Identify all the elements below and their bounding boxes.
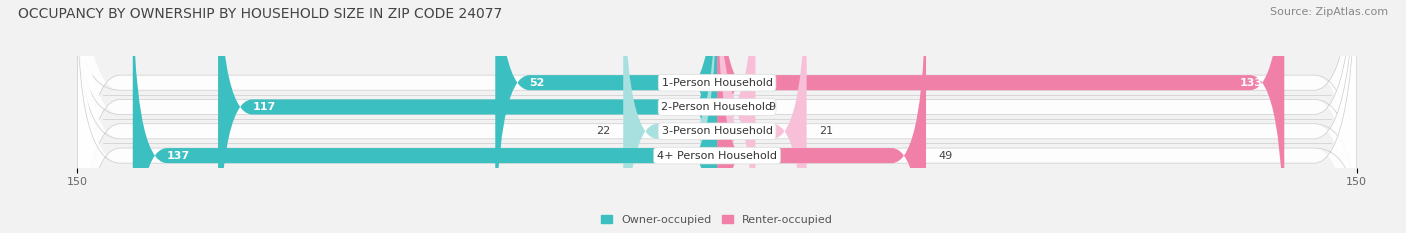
Text: 137: 137 — [167, 151, 190, 161]
Text: 22: 22 — [596, 126, 610, 136]
Legend: Owner-occupied, Renter-occupied: Owner-occupied, Renter-occupied — [596, 210, 838, 229]
FancyBboxPatch shape — [77, 0, 1357, 233]
Text: OCCUPANCY BY OWNERSHIP BY HOUSEHOLD SIZE IN ZIP CODE 24077: OCCUPANCY BY OWNERSHIP BY HOUSEHOLD SIZE… — [18, 7, 502, 21]
Text: 4+ Person Household: 4+ Person Household — [657, 151, 778, 161]
FancyBboxPatch shape — [495, 0, 717, 233]
FancyBboxPatch shape — [132, 0, 717, 233]
FancyBboxPatch shape — [77, 0, 1357, 233]
FancyBboxPatch shape — [77, 0, 1357, 233]
Text: 133: 133 — [1240, 78, 1263, 88]
Text: 9: 9 — [768, 102, 775, 112]
FancyBboxPatch shape — [717, 0, 807, 233]
Text: 1-Person Household: 1-Person Household — [662, 78, 772, 88]
Text: Source: ZipAtlas.com: Source: ZipAtlas.com — [1270, 7, 1388, 17]
FancyBboxPatch shape — [77, 0, 1357, 233]
FancyBboxPatch shape — [717, 0, 927, 233]
Text: 49: 49 — [939, 151, 953, 161]
FancyBboxPatch shape — [623, 0, 717, 233]
Text: 21: 21 — [820, 126, 834, 136]
Text: 3-Person Household: 3-Person Household — [662, 126, 772, 136]
FancyBboxPatch shape — [717, 0, 1284, 233]
FancyBboxPatch shape — [218, 0, 717, 233]
Text: 117: 117 — [252, 102, 276, 112]
FancyBboxPatch shape — [717, 0, 755, 233]
Text: 52: 52 — [530, 78, 544, 88]
Text: 2-Person Household: 2-Person Household — [661, 102, 773, 112]
